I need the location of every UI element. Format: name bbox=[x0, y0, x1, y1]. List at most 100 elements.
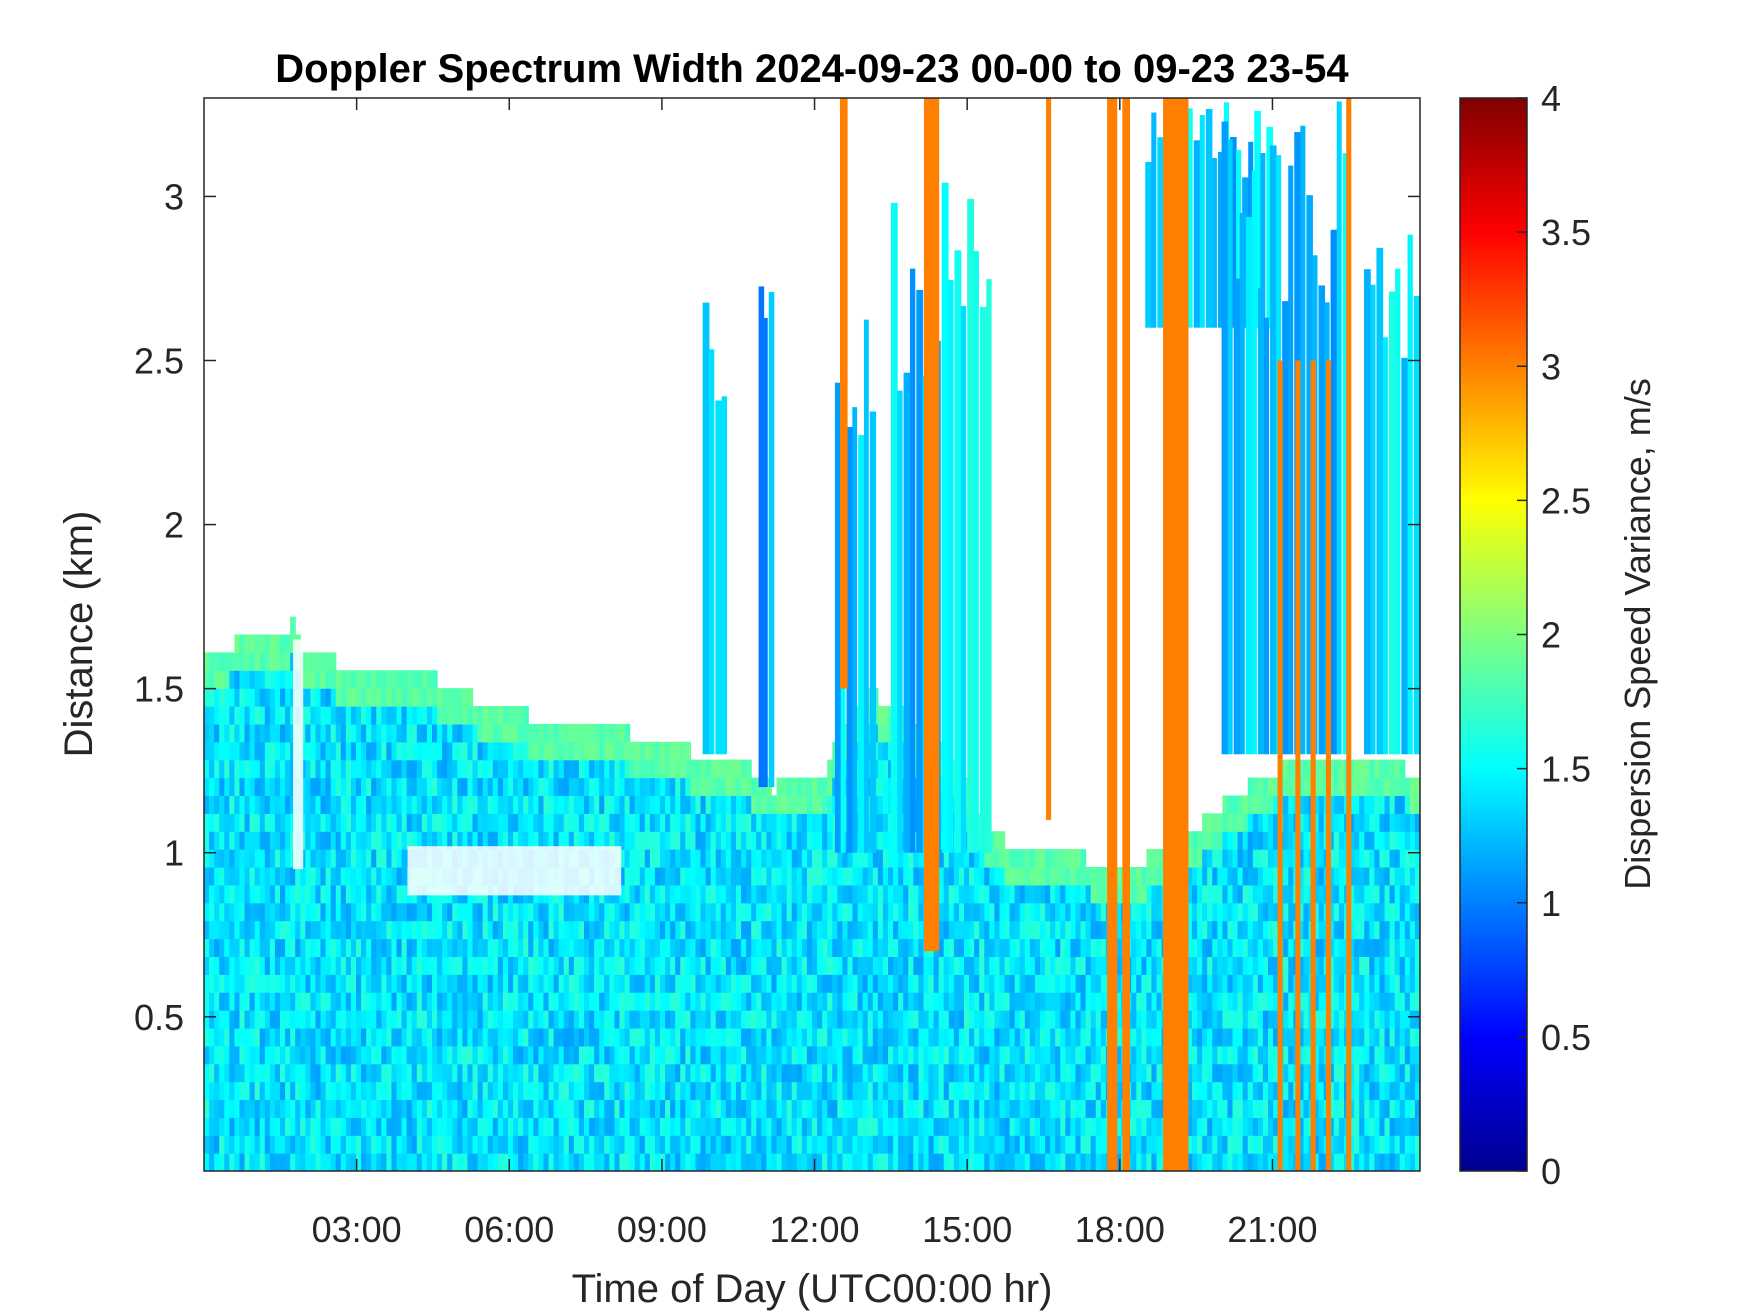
heatmap-cell bbox=[1222, 1010, 1229, 1029]
heatmap-cell bbox=[964, 1099, 970, 1118]
heatmap-cell bbox=[720, 1117, 727, 1136]
heatmap-cell bbox=[224, 688, 230, 707]
heatmap-cell bbox=[817, 1099, 823, 1118]
heatmap-cell bbox=[1237, 1027, 1244, 1047]
heatmap-cell bbox=[629, 902, 636, 922]
heatmap-cell bbox=[984, 1010, 990, 1029]
heatmap-cell bbox=[1202, 813, 1208, 832]
heatmap-cell bbox=[315, 1153, 322, 1171]
heatmap-cell bbox=[680, 1063, 686, 1083]
heatmap-cell bbox=[1070, 920, 1077, 940]
heatmap-cell bbox=[376, 1027, 382, 1047]
heatmap-cell bbox=[1045, 992, 1051, 1011]
heatmap-cell bbox=[421, 920, 428, 940]
heatmap-cell bbox=[715, 920, 722, 940]
heatmap-cell bbox=[462, 920, 469, 940]
heatmap-cell bbox=[888, 795, 894, 814]
heatmap-cell bbox=[908, 956, 914, 975]
heatmap-cell bbox=[665, 831, 671, 850]
heatmap-cell bbox=[1050, 938, 1056, 957]
heatmap-cell bbox=[660, 1063, 666, 1083]
heatmap-cell bbox=[224, 866, 230, 886]
heatmap-cell bbox=[953, 1010, 960, 1029]
heatmap-cell bbox=[994, 849, 1001, 868]
heatmap-cell bbox=[1019, 956, 1026, 975]
heatmap-cell bbox=[746, 795, 752, 814]
heatmap-cell bbox=[665, 1117, 671, 1136]
heatmap-cell bbox=[847, 974, 854, 993]
heatmap-cell bbox=[330, 1063, 337, 1083]
heatmap-cell bbox=[609, 723, 615, 743]
heatmap-cell bbox=[964, 1081, 970, 1101]
heatmap-cell bbox=[827, 795, 833, 814]
heatmap-cell bbox=[908, 849, 914, 868]
heatmap-cell bbox=[472, 938, 479, 957]
heatmap-cell bbox=[923, 1099, 930, 1118]
heatmap-cell bbox=[421, 956, 428, 975]
heatmap-cell bbox=[1009, 992, 1016, 1011]
heatmap-cell bbox=[690, 956, 697, 975]
heatmap-cell bbox=[1040, 849, 1046, 868]
heatmap-cell bbox=[391, 956, 398, 975]
heatmap-cell bbox=[746, 1117, 752, 1136]
heatmap-cell bbox=[1009, 849, 1016, 868]
heatmap-cell bbox=[315, 884, 322, 904]
heatmap-cell bbox=[497, 902, 504, 922]
heatmap-cell bbox=[614, 1027, 621, 1047]
heatmap-cell bbox=[457, 759, 463, 779]
heatmap-cell bbox=[295, 1099, 301, 1118]
heatmap-cell bbox=[497, 974, 504, 993]
heatmap-cell bbox=[584, 1117, 590, 1136]
heatmap-cell bbox=[969, 974, 975, 993]
heatmap-cell bbox=[356, 849, 362, 868]
heatmap-cell bbox=[269, 1117, 276, 1136]
heatmap-cell bbox=[695, 974, 702, 993]
heatmap-cell bbox=[624, 741, 631, 761]
heatmap-cell bbox=[411, 831, 418, 850]
heatmap-cell bbox=[386, 1045, 393, 1065]
heatmap-cell bbox=[1146, 884, 1153, 904]
heatmap-cell bbox=[442, 938, 448, 957]
heatmap-cell bbox=[533, 1063, 539, 1083]
heatmap-cell bbox=[502, 723, 509, 743]
heatmap-cell bbox=[310, 956, 317, 975]
heatmap-cell bbox=[224, 795, 230, 814]
heatmap-cell bbox=[766, 1153, 773, 1171]
heatmap-cell bbox=[882, 795, 889, 814]
heatmap-cell bbox=[325, 795, 332, 814]
heatmap-cell bbox=[204, 992, 210, 1011]
heatmap-cell bbox=[1095, 884, 1102, 904]
heatmap-cell bbox=[994, 956, 1001, 975]
heatmap-cell bbox=[1151, 866, 1158, 886]
heatmap-cell bbox=[1090, 884, 1097, 904]
heatmap-cell bbox=[239, 884, 246, 904]
heatmap-cell bbox=[269, 866, 276, 886]
heatmap-cell bbox=[229, 920, 235, 940]
heatmap-cell bbox=[366, 956, 372, 975]
heatmap-cell bbox=[239, 1153, 246, 1171]
heatmap-cell bbox=[812, 1027, 818, 1047]
heatmap-cell bbox=[893, 849, 899, 868]
heatmap-cell bbox=[746, 777, 752, 797]
heatmap-cell bbox=[204, 1081, 210, 1101]
heatmap-cell bbox=[259, 974, 266, 993]
heatmap-cell bbox=[467, 759, 474, 779]
heatmap-cell bbox=[685, 1045, 691, 1065]
heatmap-cell bbox=[578, 795, 585, 814]
heatmap-cell bbox=[1237, 1099, 1244, 1118]
heatmap-cell bbox=[234, 1117, 241, 1136]
heatmap-cell bbox=[508, 1045, 514, 1065]
heatmap-cell bbox=[629, 1153, 636, 1171]
heatmap-cell bbox=[791, 1063, 798, 1083]
heatmap-cell bbox=[285, 1117, 291, 1136]
heatmap-cell bbox=[280, 1027, 286, 1047]
heatmap-cell bbox=[882, 759, 889, 779]
heatmap-cell bbox=[781, 1117, 788, 1136]
heatmap-cell bbox=[938, 831, 945, 850]
heatmap-cell bbox=[822, 1117, 828, 1136]
heatmap-cell bbox=[437, 902, 443, 922]
heatmap-cell bbox=[639, 1153, 646, 1171]
heatmap-cell bbox=[644, 866, 651, 886]
heatmap-cell bbox=[543, 974, 550, 993]
heatmap-cell bbox=[670, 920, 676, 940]
